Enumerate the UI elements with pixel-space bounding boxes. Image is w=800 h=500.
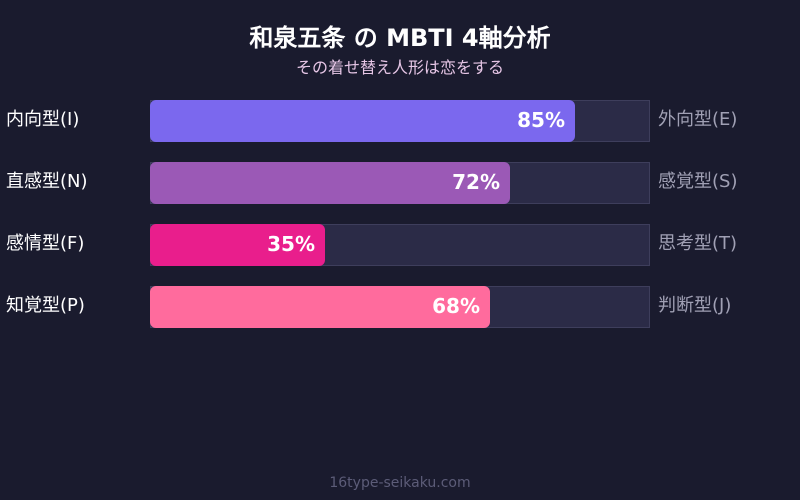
left-trait-label: 感情型(F) [6, 233, 85, 254]
right-trait-label: 思考型(T) [658, 233, 738, 254]
chart-title: 和泉五条 の MBTI 4軸分析 [249, 24, 551, 52]
right-trait-label: 外向型(E) [658, 109, 738, 130]
bar-row: 感情型(F) 35% 思考型(T) [0, 224, 800, 266]
left-trait-label: 直感型(N) [6, 171, 88, 192]
footer-credit: 16type-seikaku.com [329, 475, 471, 491]
chart-subtitle: その着せ替え人形は恋をする [295, 58, 504, 77]
bar-fill: 35% [150, 224, 325, 266]
bar-value-label: 72% [452, 170, 500, 194]
bar-value-label: 68% [432, 294, 480, 318]
bar-row: 内向型(I) 85% 外向型(E) [0, 100, 800, 142]
right-trait-label: 判断型(J) [658, 295, 732, 316]
bar-fill: 72% [150, 162, 510, 204]
bar-row: 知覚型(P) 68% 判断型(J) [0, 286, 800, 328]
left-trait-label: 知覚型(P) [6, 295, 85, 316]
bar-fill: 68% [150, 286, 490, 328]
right-trait-label: 感覚型(S) [658, 171, 738, 192]
bar-fill: 85% [150, 100, 575, 142]
bar-value-label: 35% [267, 232, 315, 256]
bar-row: 直感型(N) 72% 感覚型(S) [0, 162, 800, 204]
left-trait-label: 内向型(I) [6, 109, 80, 130]
bar-value-label: 85% [517, 108, 565, 132]
